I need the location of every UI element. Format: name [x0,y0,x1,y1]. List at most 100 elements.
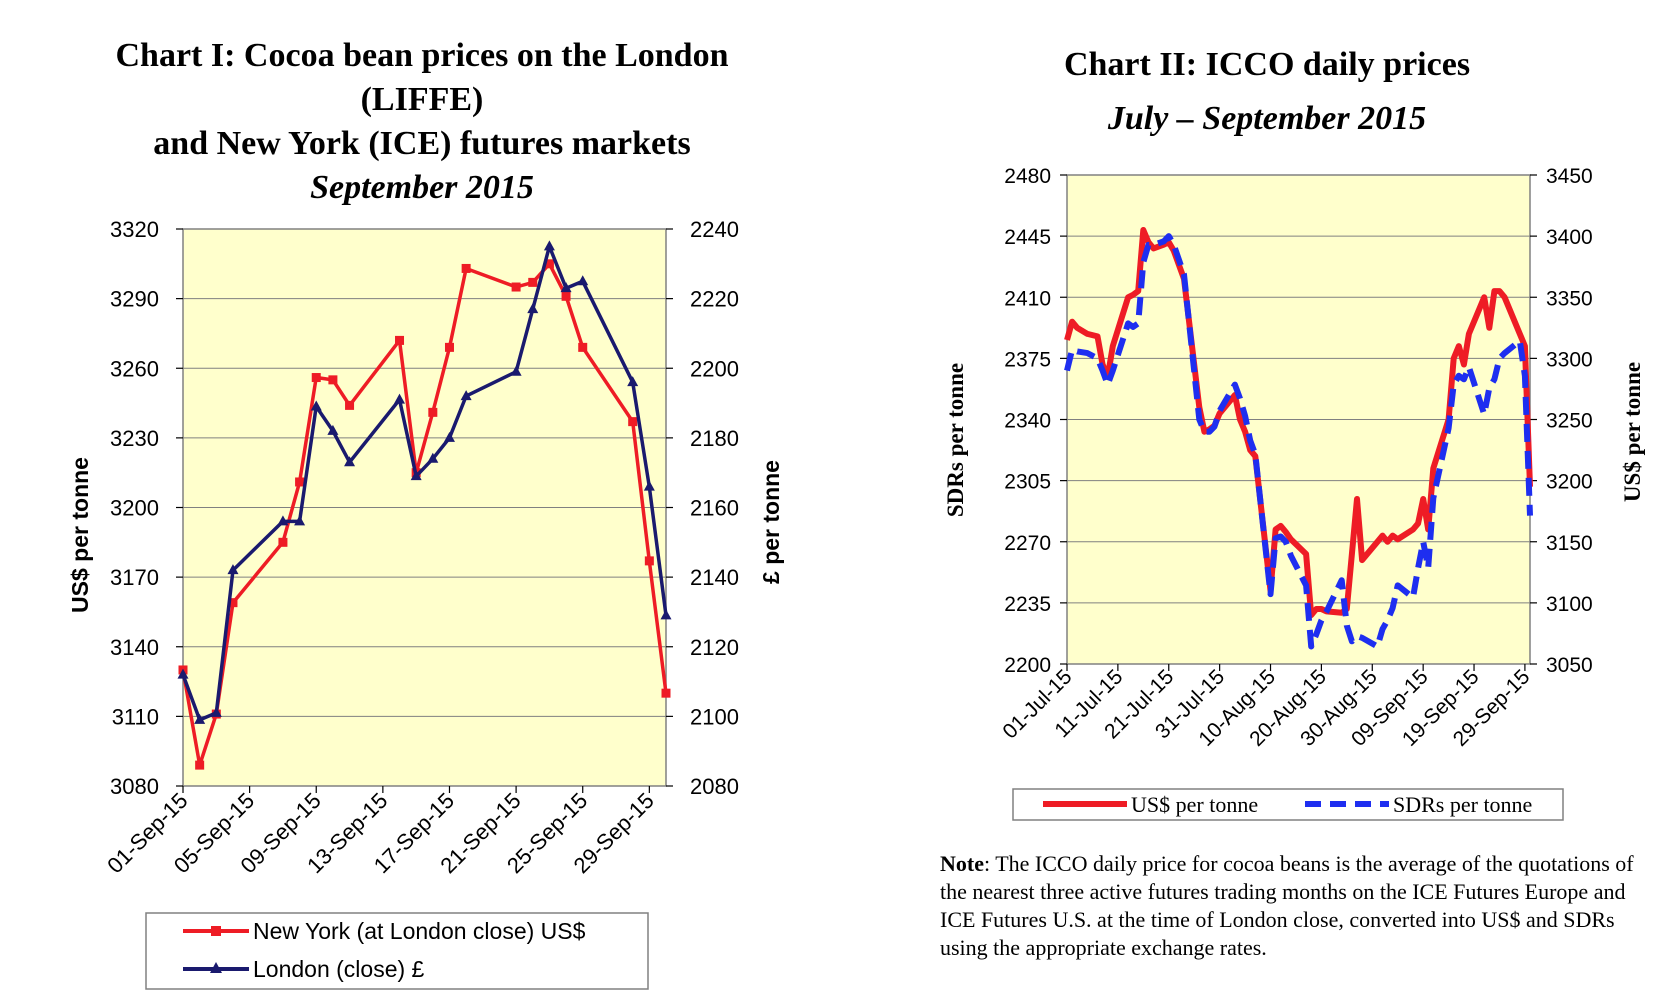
chart-i: Chart I: Cocoa bean prices on the London… [67,37,784,990]
chart-ii-legend: US$ per tonne SDRs per tonne [1012,788,1564,821]
chart-i-legend-label-ny: New York (at London close) US$ [253,918,586,944]
right-axis-tick-label: 3300 [1546,348,1593,371]
series-london-close-point [577,275,589,286]
series-london-close-point [177,668,189,679]
series-london-close-point [427,452,439,463]
chart-ii-subtitle: July – September 2015 [1107,100,1426,137]
series-new-york-at-london-close-us-point [311,373,321,383]
chart-i-legend-box [145,912,649,990]
chart-ii-series [1064,227,1533,650]
series-london-close-point [443,431,455,442]
left-axis-tick-label: 3110 [112,704,159,729]
series-london-close-point [460,390,472,401]
chart-ii-left-axis: 2200 2235 2270 2305 2340 2375 2410 2445 2480 [1004,165,1067,677]
series-new-york-at-london-close-us-point [578,342,588,352]
right-axis-tick-label: 3450 [1546,165,1593,188]
left-axis-tick-label: 2305 [1004,471,1051,494]
right-axis-tick-label: 2220 [690,287,739,312]
series-new-york-at-london-close-us-line [181,262,668,767]
series-london-close-line [181,244,668,722]
right-axis-tick-label: 2080 [690,774,739,799]
left-axis-tick-label: 2200 [1004,654,1051,677]
left-axis-tick-label: 3260 [110,356,159,381]
series-london-close-point [210,706,222,717]
chart-i-right-axis: 2080 2100 2120 2140 2160 2180 2200 2220 2240 [666,217,739,799]
chart-i-title-line-1: Chart I: Cocoa bean prices on the London [116,37,729,74]
series-new-york-at-london-close-us-point [461,263,471,273]
chart-i-legend-label-london: London (close) £ [253,956,425,982]
left-axis-tick-label: 3290 [110,287,159,312]
chart-i-legend-marker-ny [211,926,221,936]
series-new-york-at-london-close-us-point [295,477,305,487]
series-new-york-at-london-close-us-point [395,335,405,345]
chart-ii-title: Chart II: ICCO daily prices [1064,46,1470,83]
chart-i-subtitle: September 2015 [310,169,534,206]
series-new-york-at-london-close-us-point [628,417,638,427]
note-label: Note [940,851,984,876]
left-axis-tick-label: 2340 [1004,410,1051,433]
series-new-york-at-london-close-us-point [661,688,671,698]
series-london-close-point [560,282,572,293]
chart-ii-legend-label-sdr: SDRs per tonne [1393,792,1532,817]
left-axis-tick-label: 2375 [1004,348,1051,371]
series-london-close-point [294,515,306,526]
series-london-close-point [194,713,206,724]
series-london-close-point [627,376,639,387]
left-axis-tick-label: 3080 [110,774,159,799]
series-new-york-at-london-close-us-point [328,375,338,385]
right-axis-tick-label: 3050 [1546,654,1593,677]
series-new-york-at-london-close-us-point [345,400,355,410]
left-axis-tick-label: 2480 [1004,165,1051,188]
right-axis-tick-label: 2200 [690,356,739,381]
series-new-york-at-london-close-us-point [644,556,654,566]
chart-ii-right-axis-label: US$ per tonne [1620,362,1645,502]
series-new-york-at-london-close-us-point [561,291,571,301]
chart-i-title-line-3: and New York (ICE) futures markets [153,125,690,162]
chart-i-series [177,240,672,770]
series-london-close-point [277,515,289,526]
chart-ii-note: Note: The ICCO daily price for cocoa bea… [940,850,1660,962]
left-axis-tick-label: 3170 [110,565,159,590]
note-text: : The ICCO daily price for cocoa beans i… [940,851,1634,960]
series-london-close-point [510,365,522,376]
chart-ii-left-axis-label: SDRs per tonne [943,363,968,517]
left-axis-tick-label: 3320 [110,217,159,242]
right-axis-tick-label: 3100 [1546,593,1593,616]
left-axis-tick-label: 2270 [1004,532,1051,555]
left-axis-tick-label: 3200 [110,496,159,521]
series-sdrs-per-tonne-line [1064,233,1533,650]
right-axis-tick-label: 3350 [1546,287,1593,310]
series-new-york-at-london-close-us-point [428,407,438,417]
left-axis-tick-label: 3140 [110,635,159,660]
chart-ii-right-axis: 3050 3100 3150 3200 3250 3300 3350 3400 3450 [1530,165,1593,677]
right-axis-tick-label: 3200 [1546,471,1593,494]
series-london-close-point [227,564,239,575]
chart-i-legend-marker-london [210,962,222,973]
right-axis-tick-label: 3250 [1546,410,1593,433]
series-london-close-point [527,303,539,314]
series-london-close-point [660,609,672,620]
series-new-york-at-london-close-us-point [528,277,538,287]
left-axis-tick-label: 2445 [1004,226,1051,249]
series-new-york-at-london-close-us-point [511,282,521,292]
chart-ii-legend-label-usd: US$ per tonne [1131,792,1258,817]
chart-i-gridlines [183,298,666,717]
right-axis-tick-label: 2140 [690,565,739,590]
right-axis-tick-label: 2180 [690,426,739,451]
series-new-york-at-london-close-us-point [278,537,288,547]
series-london-close-point [410,470,422,481]
right-axis-tick-label: 3400 [1546,226,1593,249]
series-new-york-at-london-close-us-point [444,342,454,352]
chart-i-left-axis-label: US$ per tonne [67,457,93,613]
series-new-york-at-london-close-us-point [195,760,205,770]
chart-i-title-line-2: (LIFFE) [361,81,484,118]
right-axis-tick-label: 2160 [690,496,739,521]
left-axis-tick-label: 2235 [1004,593,1051,616]
series-london-close-point [643,480,655,491]
chart-i-right-axis-label: £ per tonne [758,460,784,584]
chart-ii: Chart II: ICCO daily prices July – Septe… [943,46,1645,821]
chart-ii-x-axis: 01-Jul-1511-Jul-1521-Jul-1531-Jul-1510-A… [998,664,1534,751]
series-new-york-at-london-close-us-point [228,598,238,608]
chart-ii-gridlines [1067,235,1530,604]
